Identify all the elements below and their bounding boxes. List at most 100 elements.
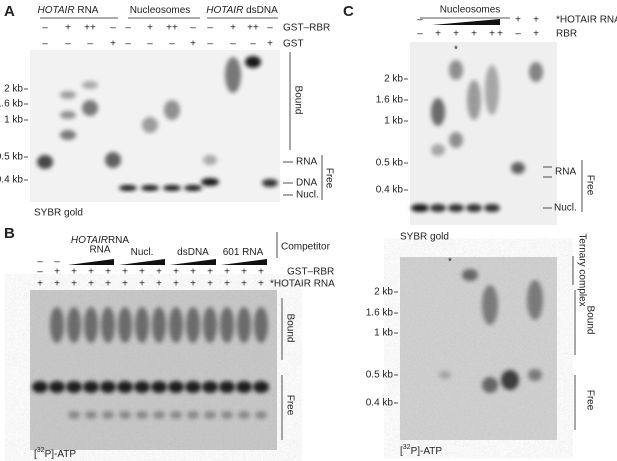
- size-marker: 0.4 kb: [0, 175, 23, 186]
- band: [169, 307, 183, 343]
- stain-label: SYBR gold: [34, 208, 83, 219]
- band: [202, 381, 218, 393]
- sign: +: [156, 267, 162, 278]
- size-marker: 1 kb: [4, 115, 23, 126]
- size-marker: 0.4 kb: [376, 185, 404, 196]
- sign: –: [230, 39, 236, 50]
- band: [448, 204, 464, 212]
- size-marker: 0.5 kb: [366, 370, 394, 381]
- wedge: [432, 19, 500, 25]
- sign: +: [88, 267, 94, 278]
- band: [529, 62, 543, 82]
- size-marker: 2 kb: [4, 84, 23, 95]
- text: RNA: [75, 5, 99, 16]
- stain-label: [32P]-ATP: [400, 444, 442, 457]
- asterisk: *: [454, 45, 458, 56]
- sign: +: [147, 23, 153, 34]
- label: RNA: [89, 245, 110, 256]
- sign: +: [88, 279, 94, 290]
- sign: –: [37, 257, 43, 268]
- size-marker: 0.4 kb: [366, 398, 394, 409]
- sign: +: [122, 279, 128, 290]
- sign: –: [125, 23, 131, 34]
- sign: –: [42, 39, 48, 50]
- bracket-label: Bound: [284, 314, 295, 343]
- text: dsDNA: [243, 5, 278, 16]
- species-label: Nucl.: [296, 190, 319, 201]
- sign: +: [471, 29, 477, 40]
- band: [105, 152, 121, 168]
- band: [84, 307, 98, 343]
- label: Nucleosomes: [130, 5, 191, 16]
- label: HOTAIRRNA: [71, 235, 129, 246]
- band: [225, 57, 241, 93]
- band: [82, 100, 98, 116]
- sign: +: [71, 267, 77, 278]
- text: P]-ATP: [411, 446, 443, 457]
- band: [431, 98, 445, 126]
- size-marker: 1.6 kb: [0, 99, 23, 110]
- band: [153, 411, 165, 419]
- band: [83, 381, 99, 393]
- text: 601 RNA: [223, 247, 264, 258]
- text: [: [34, 449, 37, 460]
- sign: +: [65, 23, 71, 34]
- band: [100, 381, 116, 393]
- stain-label: [32P]-ATP: [34, 447, 76, 460]
- italic-text: HOTAIR: [38, 5, 75, 16]
- band: [151, 381, 167, 393]
- sign: +: [122, 267, 128, 278]
- sign: –: [110, 23, 116, 34]
- band: [430, 204, 446, 212]
- sign: +: [190, 267, 196, 278]
- band: [431, 144, 445, 156]
- band: [50, 307, 64, 343]
- band: [60, 91, 76, 99]
- sign: –: [54, 257, 60, 268]
- sign: ++: [247, 23, 259, 34]
- band: [119, 185, 137, 191]
- sign: –: [169, 39, 175, 50]
- sign: +: [241, 279, 247, 290]
- band: [411, 204, 429, 212]
- row-label: RBR: [556, 29, 577, 40]
- band: [482, 285, 498, 325]
- text: [: [400, 446, 403, 457]
- sign: +: [515, 15, 521, 26]
- band: [485, 65, 499, 115]
- band: [184, 185, 202, 191]
- sign: –: [87, 39, 93, 50]
- row-label: *HOTAIR RNA: [270, 279, 335, 290]
- band: [186, 307, 200, 343]
- band: [49, 381, 65, 393]
- wedge: [221, 259, 267, 265]
- sign: +: [105, 279, 111, 290]
- band: [203, 155, 217, 165]
- bracket-label: Bound: [292, 86, 303, 115]
- band: [245, 56, 261, 68]
- size-marker: 0.5 kb: [0, 152, 23, 163]
- band: [135, 307, 149, 343]
- band: [66, 381, 82, 393]
- bracket-label: Bound: [584, 306, 595, 335]
- row-label: GST–RBR: [283, 23, 330, 34]
- wedge: [68, 259, 114, 265]
- band: [141, 185, 159, 191]
- band: [238, 411, 250, 419]
- bracket-label: Free: [323, 168, 334, 189]
- band: [237, 307, 251, 343]
- bracket-label: Free: [584, 175, 595, 196]
- sign: +: [156, 279, 162, 290]
- size-marker: 1 kb: [374, 328, 393, 339]
- sign: +: [533, 15, 539, 26]
- species-label: DNA: [296, 178, 317, 189]
- sign: –: [147, 39, 153, 50]
- band: [68, 411, 80, 419]
- sign: +: [224, 279, 230, 290]
- band: [449, 132, 463, 148]
- sign: +: [207, 267, 213, 278]
- text: RNA: [108, 235, 129, 246]
- sign: +: [489, 29, 495, 40]
- band: [528, 369, 542, 381]
- species-label: Nucl.: [554, 203, 577, 214]
